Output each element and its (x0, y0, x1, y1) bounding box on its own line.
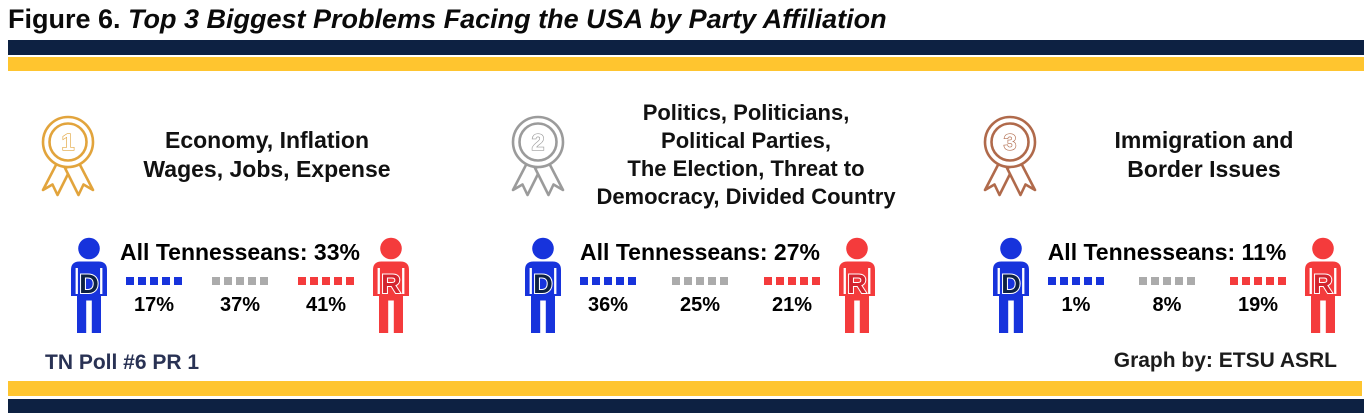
democrat-percentage: 1% (1061, 294, 1091, 316)
card-2-stats: D All Tennesseans: 27% 36% 25% 21% (512, 237, 888, 337)
bottom-gold-bar (8, 381, 1362, 396)
independent-dotted-line (212, 277, 268, 285)
democrat-dotted-line (580, 277, 636, 285)
republican-percentage: 41% (305, 294, 347, 316)
problem-title-3: Immigration and Border Issues (1114, 127, 1294, 182)
democrat-dotted-line (1048, 277, 1104, 285)
democrat-letter: D (1001, 269, 1021, 299)
party-percentages: 1% 8% 19% (1042, 294, 1292, 317)
democrat-person-icon: D (58, 237, 120, 337)
problem-title-2: Politics, Politicians, Political Parties… (596, 99, 896, 210)
medal-rank-number: 1 (62, 129, 75, 155)
problem-card-1: 1 Economy, Inflation Wages, Jobs, Expens… (30, 85, 422, 360)
democrat-person-icon: D (980, 237, 1042, 337)
top-gold-bar (8, 57, 1364, 71)
card-3-stats: D All Tennesseans: 11% 1% 8% 19% (980, 237, 1354, 337)
republican-letter: R (847, 269, 867, 299)
party-dotted-lines (574, 277, 826, 285)
bottom-navy-bar (8, 399, 1364, 413)
republican-letter: R (1313, 269, 1333, 299)
democrat-person-icon: D (512, 237, 574, 337)
silver-medal-rank-2-icon: 2 (511, 115, 565, 197)
independent-percentage: 37% (219, 294, 261, 316)
republican-percentage: 19% (1237, 294, 1279, 316)
problem-card-2: 2 Politics, Politicians, Political Parti… (490, 85, 910, 360)
independent-percentage: 8% (1152, 294, 1182, 316)
party-percentages: 36% 25% 21% (574, 294, 826, 317)
all-tennesseans-label: All Tennesseans: 27% (580, 239, 820, 265)
graph-credit-label: Graph by: ETSU ASRL (1113, 349, 1337, 372)
party-dotted-lines (120, 277, 360, 285)
republican-dotted-line (764, 277, 820, 285)
party-dotted-lines (1042, 277, 1292, 285)
figure-label: Figure 6. (8, 4, 121, 34)
all-tennesseans-label: All Tennesseans: 33% (120, 239, 360, 265)
problem-title-1: Economy, Inflation Wages, Jobs, Expense (143, 127, 391, 182)
republican-dotted-line (1230, 277, 1286, 285)
card-1-figures: All Tennesseans: 33% 17% 37% 41% (120, 237, 360, 317)
republican-dotted-line (298, 277, 354, 285)
republican-letter: R (381, 269, 401, 299)
all-tennesseans-label: All Tennesseans: 11% (1047, 239, 1287, 265)
independent-dotted-line (672, 277, 728, 285)
party-percentages: 17% 37% 41% (120, 294, 360, 317)
figure-title: Figure 6. Top 3 Biggest Problems Facing … (8, 4, 887, 35)
medal-rank-number: 3 (1004, 129, 1017, 155)
medal-rank-number: 2 (532, 129, 545, 155)
card-2-figures: All Tennesseans: 27% 36% 25% 21% (574, 237, 826, 317)
independent-dotted-line (1139, 277, 1195, 285)
independent-percentage: 25% (679, 294, 721, 316)
problem-card-3: 3 Immigration and Border Issues D All Te… (972, 85, 1354, 360)
card-3-figures: All Tennesseans: 11% 1% 8% 19% (1042, 237, 1292, 317)
top-navy-bar (8, 40, 1364, 55)
card-1-header: 1 Economy, Inflation Wages, Jobs, Expens… (30, 85, 422, 225)
democrat-percentage: 36% (587, 294, 629, 316)
card-3-header: 3 Immigration and Border Issues (972, 85, 1354, 225)
card-2-header: 2 Politics, Politicians, Political Parti… (490, 85, 910, 225)
republican-person-icon: R (1292, 237, 1354, 337)
card-1-stats: D All Tennesseans: 33% 17% 37% 41% (58, 237, 422, 337)
republican-percentage: 21% (771, 294, 813, 316)
democrat-letter: D (533, 269, 553, 299)
gold-medal-rank-1-icon: 1 (41, 115, 95, 197)
bronze-medal-rank-3-icon: 3 (983, 115, 1037, 197)
democrat-letter: D (79, 269, 99, 299)
figure-title-text: Top 3 Biggest Problems Facing the USA by… (120, 4, 887, 34)
poll-source-label: TN Poll #6 PR 1 (45, 351, 200, 374)
republican-person-icon: R (826, 237, 888, 337)
democrat-dotted-line (126, 277, 182, 285)
democrat-percentage: 17% (133, 294, 175, 316)
republican-person-icon: R (360, 237, 422, 337)
